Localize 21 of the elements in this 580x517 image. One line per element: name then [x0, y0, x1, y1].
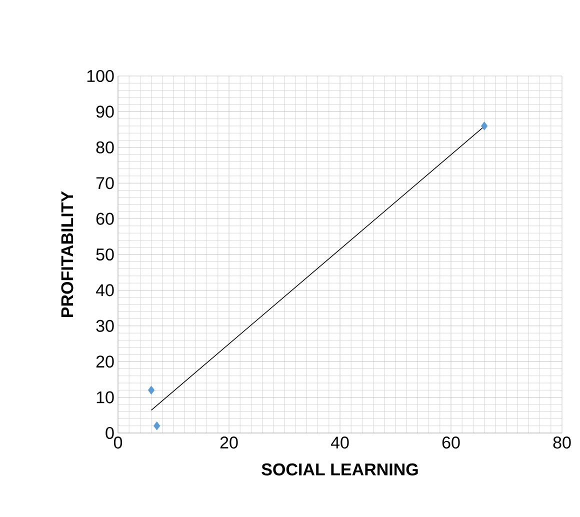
y-tick-label: 100 — [87, 70, 114, 82]
y-tick-label: 40 — [96, 284, 114, 296]
y-axis-title: PROFITABILITY — [61, 191, 74, 317]
x-tick-label: 20 — [220, 436, 238, 449]
x-tick-label: 60 — [442, 436, 460, 449]
x-tick-label: 40 — [330, 436, 349, 449]
y-tick-label: 70 — [96, 177, 114, 190]
point — [154, 421, 160, 430]
y-tick-label: 50 — [96, 248, 114, 261]
y-tick-label: 60 — [96, 212, 114, 225]
x-tick-label: 0 — [114, 436, 122, 449]
y-tick-label: 90 — [96, 106, 114, 118]
x-tick-label: 80 — [553, 436, 571, 449]
point — [148, 386, 155, 395]
x-axis-title: SOCIAL LEARNING — [262, 463, 418, 476]
y-tick-label: 80 — [96, 141, 114, 154]
y-tick-label: 30 — [96, 320, 114, 332]
point — [480, 122, 488, 130]
y-tick-label: 0 — [106, 426, 114, 440]
y-tick-label: 20 — [96, 356, 114, 368]
y-tick-label: 10 — [96, 391, 114, 404]
